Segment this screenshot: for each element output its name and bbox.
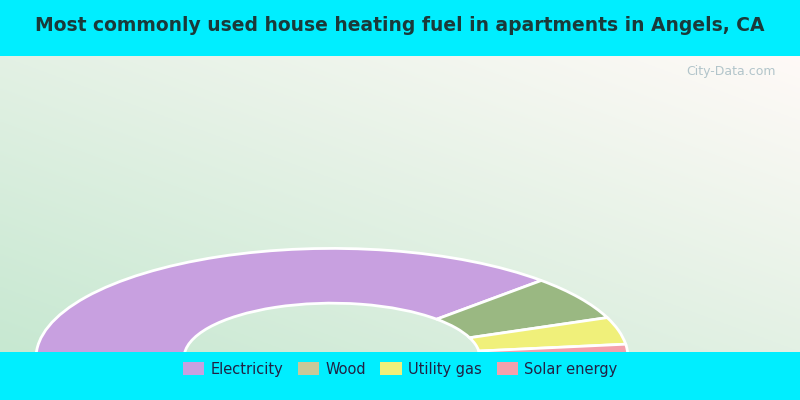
Wedge shape bbox=[437, 280, 607, 338]
Text: Most commonly used house heating fuel in apartments in Angels, CA: Most commonly used house heating fuel in… bbox=[35, 16, 765, 35]
Text: City-Data.com: City-Data.com bbox=[686, 65, 776, 78]
Wedge shape bbox=[36, 248, 542, 358]
Wedge shape bbox=[479, 344, 628, 358]
Wedge shape bbox=[470, 318, 626, 351]
Legend: Electricity, Wood, Utility gas, Solar energy: Electricity, Wood, Utility gas, Solar en… bbox=[177, 356, 623, 382]
